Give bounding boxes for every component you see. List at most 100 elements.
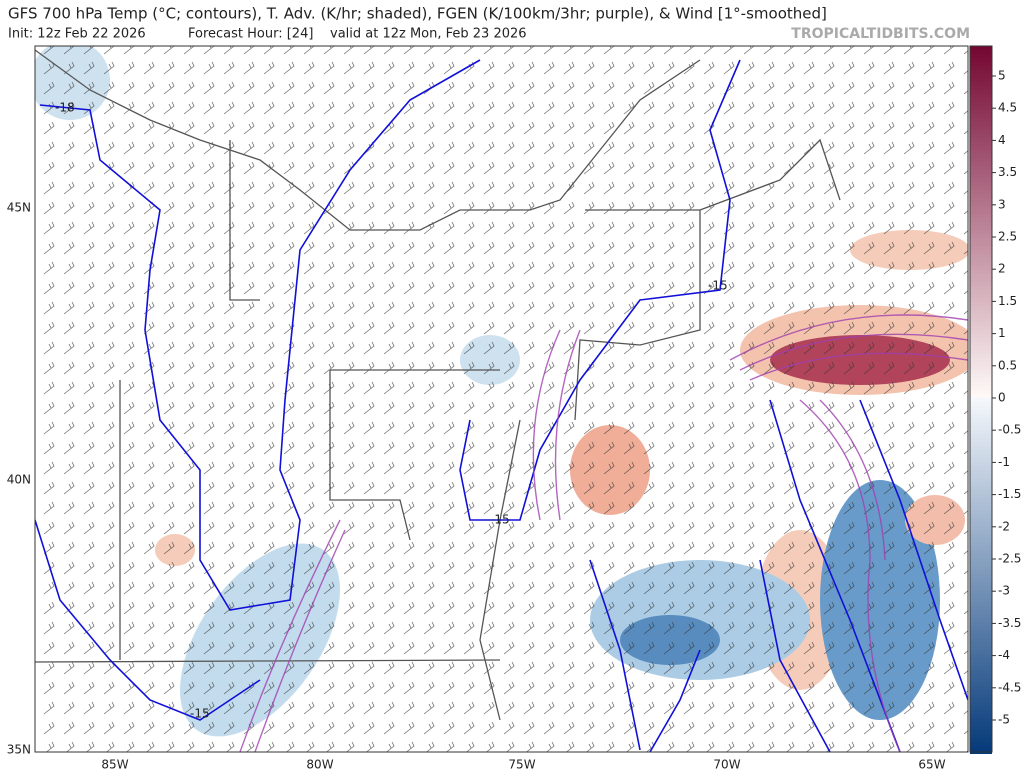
colorbar-segment (970, 314, 992, 318)
boundaries (35, 49, 841, 721)
colorbar-label: 4 (998, 133, 1006, 147)
colorbar-segment (970, 666, 992, 670)
colorbar-segment (970, 738, 992, 742)
colorbar-segment (970, 310, 992, 314)
colorbar-segment (970, 398, 992, 402)
colorbar-segment (970, 434, 992, 438)
colorbar-segment (970, 202, 992, 206)
colorbar-segment (970, 470, 992, 474)
colorbar-segment (970, 622, 992, 626)
colorbar-segment (970, 558, 992, 562)
colorbar-segment (970, 382, 992, 386)
colorbar-segment (970, 114, 992, 118)
colorbar-segment (970, 730, 992, 734)
colorbar-segment (970, 158, 992, 162)
colorbar-segment (970, 270, 992, 274)
map-area (35, 46, 968, 752)
colorbar-segment (970, 718, 992, 722)
colorbar-segment (970, 686, 992, 690)
colorbar-segment (970, 238, 992, 242)
colorbar-segment (970, 710, 992, 714)
colorbar-segment (970, 442, 992, 446)
colorbar-segment (970, 726, 992, 730)
colorbar-segment (970, 254, 992, 258)
colorbar-segment (970, 702, 992, 706)
colorbar-label: 1.5 (998, 294, 1017, 308)
colorbar-segment (970, 566, 992, 570)
colorbar-label: -0.5 (998, 423, 1021, 437)
colorbar-segment (970, 234, 992, 238)
colorbar-segment (970, 498, 992, 502)
colorbar-segment (970, 606, 992, 610)
colorbar-segment (970, 430, 992, 434)
colorbar-segment (970, 146, 992, 150)
colorbar-segment (970, 638, 992, 642)
colorbar-segment (970, 230, 992, 234)
colorbar-segment (970, 590, 992, 594)
colorbar-segment (970, 286, 992, 290)
init-text: Init: 12z Feb 22 2026 (8, 27, 146, 42)
colorbar-segment (970, 546, 992, 550)
colorbar-label: 0 (998, 391, 1006, 405)
colorbar-segment (970, 742, 992, 746)
colorbar-segment (970, 426, 992, 430)
colorbar-segment (970, 530, 992, 534)
colorbar-label: 3.5 (998, 165, 1017, 179)
colorbar-label: -2.5 (998, 552, 1021, 566)
colorbar-segment (970, 182, 992, 186)
colorbar-segment (970, 422, 992, 426)
colorbar-segment (970, 358, 992, 362)
colorbar-segment (970, 690, 992, 694)
colorbar-segment (970, 250, 992, 254)
colorbar-segment (970, 294, 992, 298)
colorbar-segment (970, 610, 992, 614)
colorbar-segment (970, 350, 992, 354)
colorbar-segment (970, 122, 992, 126)
colorbar-segment (970, 678, 992, 682)
colorbar-segment (970, 118, 992, 122)
colorbar-segment (970, 90, 992, 94)
colorbar-segment (970, 722, 992, 726)
colorbar-segment (970, 490, 992, 494)
lat-label: 35N (7, 743, 31, 757)
title: GFS 700 hPa Temp (°C; contours), T. Adv.… (8, 5, 827, 23)
colorbar-segment (970, 706, 992, 710)
colorbar-segment (970, 210, 992, 214)
colorbar-label: 5 (998, 69, 1006, 83)
colorbar-segment (970, 266, 992, 270)
colorbar-segment (970, 62, 992, 66)
colorbar-segment (970, 694, 992, 698)
colorbar-label: 2.5 (998, 230, 1017, 244)
colorbar-segment (970, 206, 992, 210)
colorbar-segment (970, 630, 992, 634)
contour-label: -15 (708, 279, 728, 293)
colorbar-label: -5 (998, 713, 1010, 727)
colorbar-segment (970, 46, 992, 50)
colorbar-label: -4.5 (998, 680, 1021, 694)
colorbar-segment (970, 522, 992, 526)
colorbar-segment (970, 174, 992, 178)
colorbar-segment (970, 170, 992, 174)
colorbar-segment (970, 370, 992, 374)
colorbar-segment (970, 166, 992, 170)
colorbar-segment (970, 82, 992, 86)
watermark: TROPICALTIDBITS.COM (791, 26, 970, 42)
colorbar-segment (970, 746, 992, 750)
colorbar-segment (970, 70, 992, 74)
colorbar-label: -4 (998, 648, 1010, 662)
colorbar-segment (970, 50, 992, 54)
colorbar-segment (970, 438, 992, 442)
lon-label: 70W (713, 758, 740, 772)
colorbar-segment (970, 518, 992, 522)
colorbar-segment (970, 386, 992, 390)
colorbar-segment (970, 278, 992, 282)
colorbar-segment (970, 154, 992, 158)
colorbar-segment (970, 354, 992, 358)
colorbar-segment (970, 662, 992, 666)
fgen-contours (239, 314, 968, 752)
colorbar-segment (970, 326, 992, 330)
colorbar-segment (970, 454, 992, 458)
colorbar-segment (970, 406, 992, 410)
lat-label: 40N (7, 473, 31, 487)
colorbar-segment (970, 466, 992, 470)
